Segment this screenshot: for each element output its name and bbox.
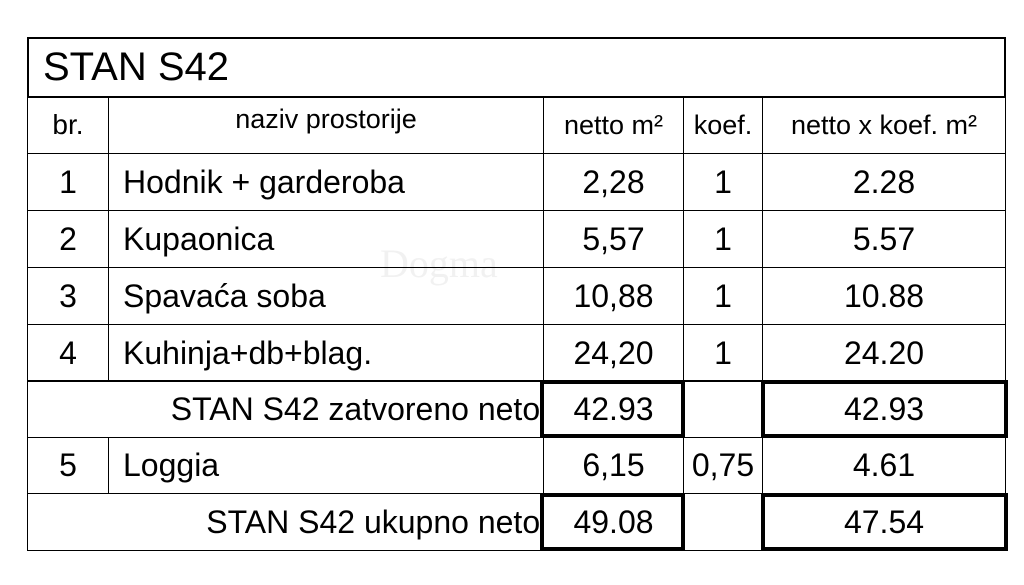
loggia-koef: 0,75 [683, 437, 763, 494]
row-netto: 2,28 [543, 153, 684, 211]
total-label: STAN S42 ukupno neto: [27, 493, 544, 551]
row-koef: 1 [683, 153, 763, 211]
header-netto: netto m² [543, 97, 684, 154]
row-netto: 10,88 [543, 267, 684, 325]
row-naziv: Hodnik + garderoba [108, 153, 544, 211]
subtotal-label: STAN S42 zatvoreno neto: [27, 380, 544, 438]
row-netto: 5,57 [543, 210, 684, 268]
watermark: Dogma [380, 241, 498, 286]
row-naziv: Spavaća soba [108, 267, 544, 325]
total-label-text: STAN S42 ukupno neto: [206, 503, 544, 540]
subtotal-netto-koef-box [761, 380, 1008, 438]
loggia-br: 5 [27, 437, 109, 494]
row-koef: 1 [683, 324, 763, 382]
row-netto-koef: 10.88 [762, 267, 1006, 325]
row-koef: 1 [683, 267, 763, 325]
subtotal-netto-box [540, 380, 685, 438]
row-netto: 24,20 [543, 324, 684, 382]
table-title: STAN S42 [27, 37, 1006, 98]
row-netto-koef: 5.57 [762, 210, 1006, 268]
total-netto-box [540, 493, 685, 551]
row-koef: 1 [683, 210, 763, 268]
loggia-netto-koef: 4.61 [762, 437, 1006, 494]
row-br: 2 [27, 210, 109, 268]
row-br: 1 [27, 153, 109, 211]
header-koef: koef. [683, 97, 763, 154]
subtotal-netto-koef: 42.93 [762, 380, 1006, 438]
total-koef-empty [683, 493, 763, 551]
subtotal-label-text: STAN S42 zatvoreno neto: [170, 390, 544, 427]
row-br: 4 [27, 324, 109, 382]
row-br: 3 [27, 267, 109, 325]
row-netto-koef: 2.28 [762, 153, 1006, 211]
total-netto-koef-box [761, 493, 1008, 551]
row-netto-koef: 24.20 [762, 324, 1006, 382]
row-naziv: Kuhinja+db+blag. [108, 324, 544, 382]
subtotal-koef-empty [683, 380, 763, 438]
loggia-netto: 6,15 [543, 437, 684, 494]
loggia-naziv: Loggia [108, 437, 544, 494]
header-naziv: naziv prostorije [108, 97, 544, 154]
header-netto-koef: netto x koef. m² [762, 97, 1006, 154]
header-br: br. [27, 97, 109, 154]
row-naziv: Kupaonica [108, 210, 544, 268]
